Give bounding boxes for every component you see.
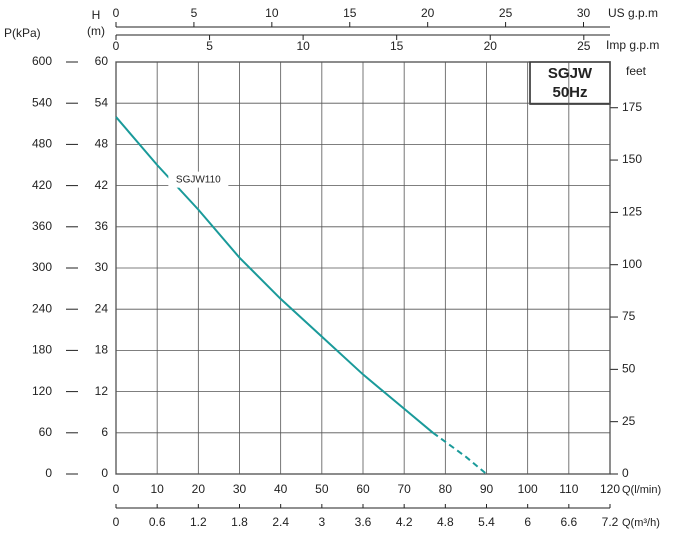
- p-tick-label: 0: [45, 466, 52, 480]
- y-tick-label: 60: [95, 54, 109, 68]
- y2-tick-label: 25: [622, 414, 636, 428]
- x2-tick-label: 1.2: [190, 515, 207, 529]
- x2-tick-label: 6.6: [560, 515, 577, 529]
- y-tick-label: 30: [95, 260, 109, 274]
- x3-tick-label: 25: [499, 6, 513, 20]
- x3-tick-label: 10: [265, 6, 279, 20]
- y-tick-label: 42: [95, 178, 109, 192]
- p-tick-label: 180: [32, 343, 52, 357]
- y2-tick-label: 50: [622, 362, 636, 376]
- p-axis-label: P(kPa): [4, 26, 41, 40]
- x2-tick-label: 6: [524, 515, 531, 529]
- y-tick-label: 36: [95, 219, 109, 233]
- y2-tick-label: 125: [622, 205, 642, 219]
- x4-tick-label: 25: [577, 39, 591, 53]
- x2-tick-label: 3: [318, 515, 325, 529]
- x2-tick-label: 0: [113, 515, 120, 529]
- p-tick-label: 600: [32, 54, 52, 68]
- x4-tick-label: 0: [113, 39, 120, 53]
- x3-tick-label: 5: [191, 6, 198, 20]
- title-box: [529, 61, 611, 105]
- x-tick-label: 60: [356, 482, 370, 496]
- x2-tick-label: 3.6: [355, 515, 372, 529]
- x4-tick-label: 15: [390, 39, 404, 53]
- y-tick-label: 54: [95, 95, 109, 109]
- y2-tick-label: 100: [622, 257, 642, 271]
- y2-tick-label: 75: [622, 309, 636, 323]
- curve-label: SGJW110: [176, 174, 221, 185]
- y2-tick-label: 175: [622, 100, 642, 114]
- p-tick-label: 480: [32, 137, 52, 151]
- y-tick-label: 18: [95, 343, 109, 357]
- x3-axis-label: US g.p.m: [608, 6, 658, 20]
- x2-tick-label: 1.8: [231, 515, 248, 529]
- p-tick-label: 300: [32, 260, 52, 274]
- x-tick-label: 120: [600, 482, 620, 496]
- x2-tick-label: 4.2: [396, 515, 413, 529]
- y-axis-label: H: [92, 8, 101, 22]
- x-tick-label: 30: [233, 482, 247, 496]
- x-tick-label: 100: [518, 482, 538, 496]
- x-tick-label: 0: [113, 482, 120, 496]
- x-tick-label: 110: [559, 482, 578, 496]
- curve-label-bg: [168, 171, 229, 188]
- chart-title: SGJW: [548, 65, 593, 82]
- x4-tick-label: 10: [296, 39, 310, 53]
- p-tick-label: 60: [39, 425, 53, 439]
- y-tick-label: 0: [101, 466, 108, 480]
- x4-tick-label: 5: [206, 39, 213, 53]
- x-tick-label: 50: [315, 482, 329, 496]
- p-tick-label: 120: [32, 384, 52, 398]
- y2-axis-label: feet: [626, 64, 647, 78]
- x2-axis-label: Q(m³/h): [622, 517, 660, 529]
- x-tick-label: 90: [480, 482, 494, 496]
- x3-tick-label: 30: [577, 6, 591, 20]
- x-tick-label: 40: [274, 482, 288, 496]
- x-tick-label: 20: [192, 482, 206, 496]
- y-tick-label: 48: [95, 137, 109, 151]
- p-tick-label: 540: [32, 95, 52, 109]
- p-tick-label: 420: [32, 178, 52, 192]
- x3-tick-label: 15: [343, 6, 357, 20]
- y-tick-label: 12: [95, 384, 109, 398]
- x-axis-label: Q(l/min): [622, 484, 661, 496]
- y-tick-label: 6: [101, 425, 108, 439]
- y2-tick-label: 0: [622, 466, 629, 480]
- p-tick-label: 240: [32, 301, 52, 315]
- x2-tick-label: 4.8: [437, 515, 454, 529]
- curve: [115, 116, 434, 434]
- y2-tick-label: 150: [622, 152, 642, 166]
- x2-tick-label: 5.4: [478, 515, 495, 529]
- x-tick-label: 70: [397, 482, 411, 496]
- curve: [432, 431, 488, 475]
- chart-subtitle: 50Hz: [552, 84, 587, 101]
- y-tick-label: 24: [95, 301, 109, 315]
- x3-tick-label: 0: [113, 6, 120, 20]
- y-axis-unit: (m): [87, 24, 105, 38]
- x-tick-label: 80: [439, 482, 453, 496]
- x-tick-label: 10: [150, 482, 164, 496]
- x3-tick-label: 20: [421, 6, 435, 20]
- p-tick-label: 360: [32, 219, 52, 233]
- x2-tick-label: 0.6: [149, 515, 166, 529]
- x2-tick-label: 2.4: [272, 515, 289, 529]
- x4-tick-label: 20: [484, 39, 498, 53]
- x4-axis-label: Imp g.p.m: [606, 38, 659, 52]
- x2-tick-label: 7.2: [602, 515, 619, 529]
